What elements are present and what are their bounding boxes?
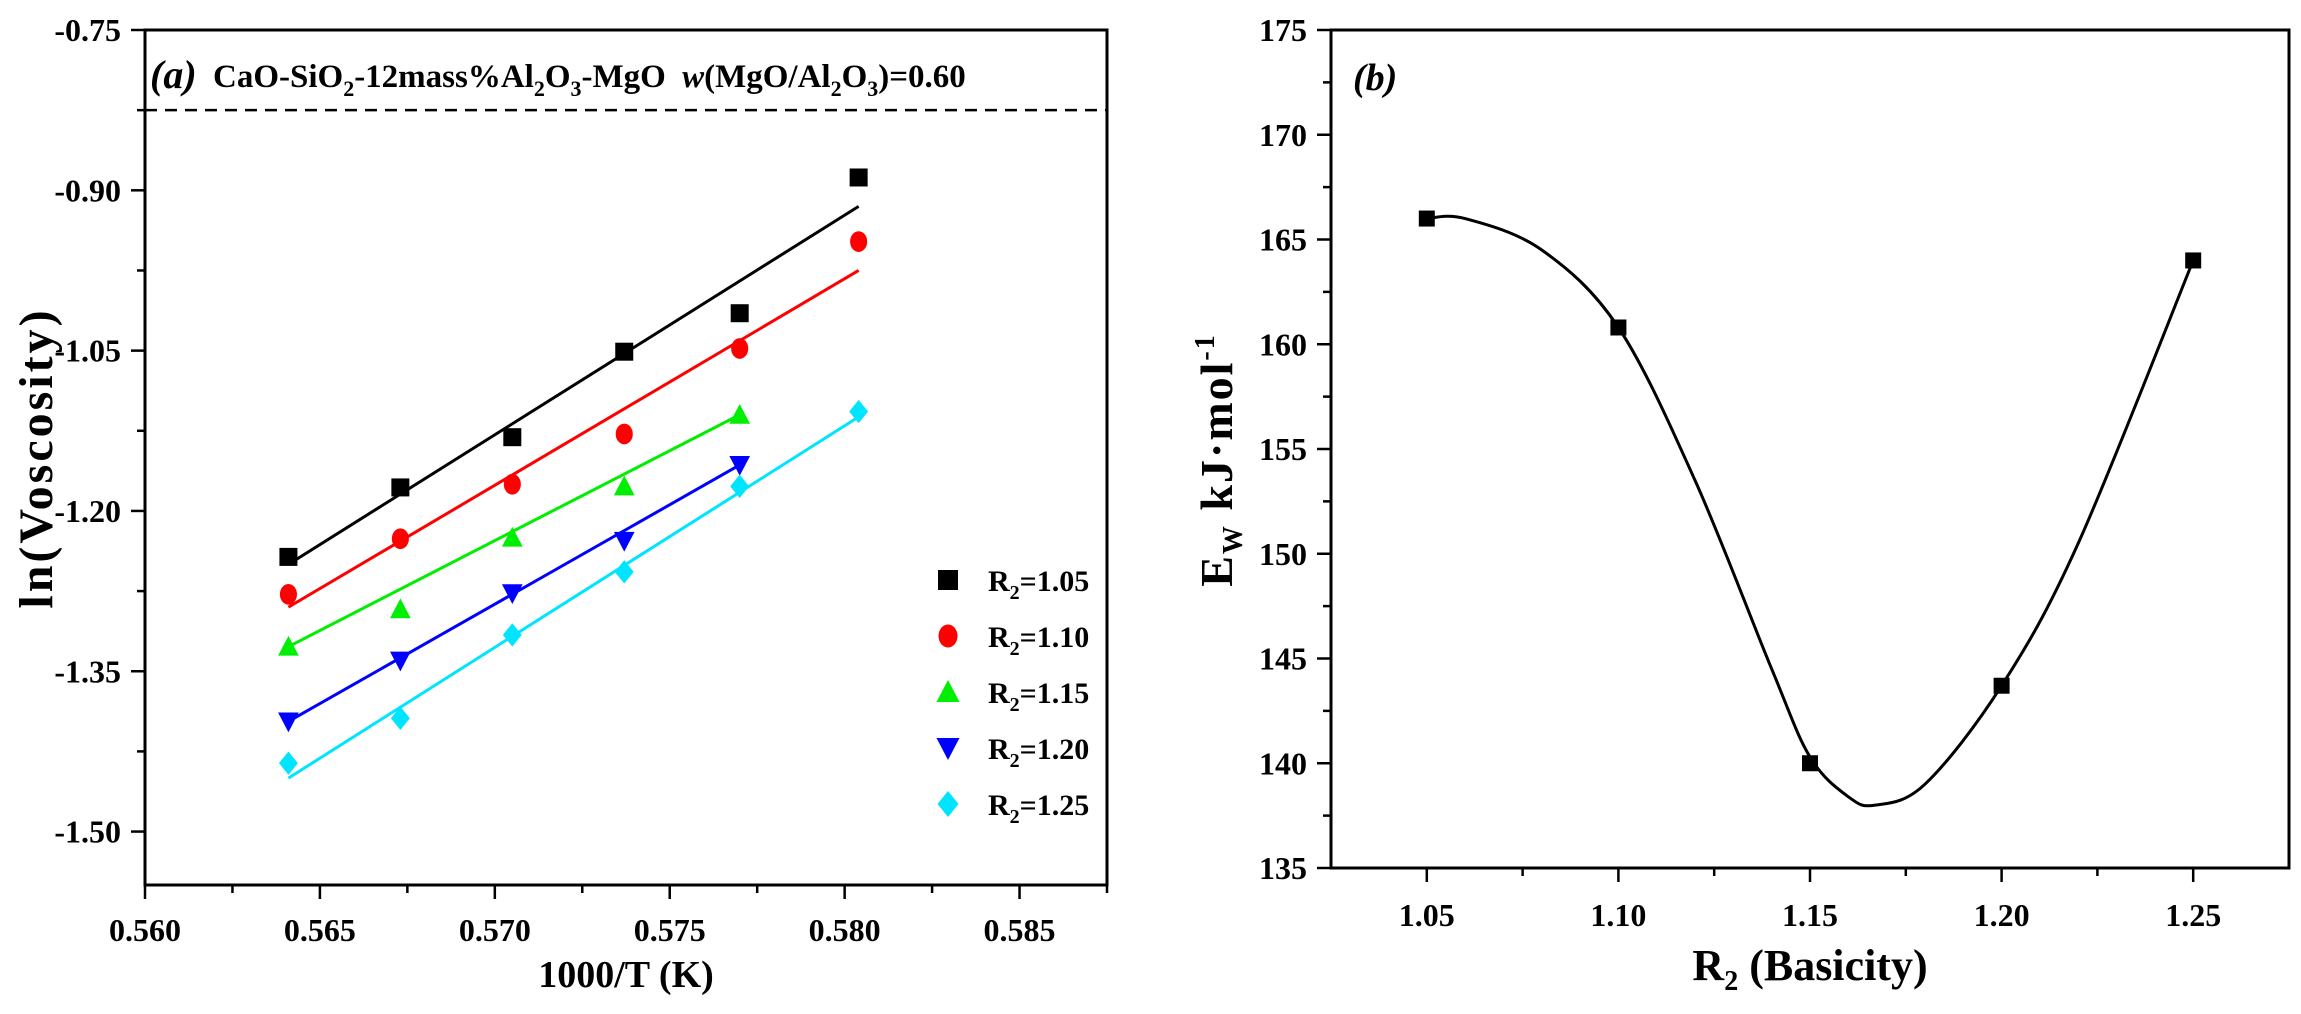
y-tick-label-a: -0.75 xyxy=(54,12,121,48)
y-tick-label-b: 165 xyxy=(1259,222,1307,258)
y-tick-label-a: -1.20 xyxy=(54,493,121,529)
panel-label-a: (a) xyxy=(150,52,197,97)
data-point xyxy=(390,598,411,619)
fit-lines-a xyxy=(287,205,860,780)
data-point xyxy=(613,531,635,552)
y-tick-label-b: 135 xyxy=(1259,850,1307,886)
legend-marker xyxy=(938,624,958,648)
y-tick-label-b: 160 xyxy=(1259,326,1307,362)
x-axis-ticks-a: 0.560 0.565 0.570 0.575 0.580 0.585 xyxy=(109,885,1109,948)
fit-line xyxy=(287,205,860,566)
panel-a: 0.560 0.565 0.570 0.575 0.580 0.585 -0.75 -0.9… xyxy=(10,12,1109,996)
data-point xyxy=(1418,210,1435,227)
data-point xyxy=(730,474,750,499)
data-point xyxy=(849,168,868,187)
data-point xyxy=(391,478,410,497)
data-point xyxy=(613,475,635,496)
data-point xyxy=(2185,252,2202,269)
y-tick-label-b: 170 xyxy=(1259,117,1307,153)
data-point xyxy=(850,231,868,252)
panel-b: 1.05 1.10 1.15 1.20 1.25 1351401451501551601… xyxy=(1190,12,2291,997)
y-axis-label-b: EW kJ·mol-1 xyxy=(1190,333,1249,587)
data-point xyxy=(278,635,299,656)
x-tick-label-b: 1.25 xyxy=(2165,897,2221,933)
data-point xyxy=(391,528,409,550)
data-points-a xyxy=(278,168,869,775)
y-axis-ticks-b: 135 140 145 150 155 160 165 170 175 xyxy=(1259,12,1331,886)
legend-label: R2=1.20 xyxy=(988,733,1089,772)
y-axis-label-a: ln(Voscosity) xyxy=(10,307,63,608)
legend-marker xyxy=(938,570,958,590)
y-tick-label-a: -0.90 xyxy=(54,172,121,208)
data-point xyxy=(501,526,523,547)
fit-line xyxy=(287,269,860,609)
y-tick-label-a: -1.35 xyxy=(54,653,121,689)
x-tick-label-a: 0.575 xyxy=(634,912,706,948)
x-axis-ticks-b: 1.05 1.10 1.15 1.20 1.25 xyxy=(1399,868,2221,933)
x-axis-label-a: 1000/T (K) xyxy=(538,954,714,996)
panel-label-b: (b) xyxy=(1353,57,1397,99)
smooth-curve-b xyxy=(1426,214,2195,808)
data-point xyxy=(729,455,751,476)
fit-line xyxy=(287,415,860,780)
data-point xyxy=(503,428,522,447)
chart-title-a: CaO-SiO2-12mass%Al2O3-MgO w(MgO/Al2O3)=0… xyxy=(213,59,966,101)
legend-a: R2=1.05 R2=1.10 R2=1.15 R2=1.20 R2=1.25 xyxy=(936,565,1089,828)
data-point xyxy=(279,547,298,566)
data-point xyxy=(278,712,299,733)
x-tick-label-a: 0.585 xyxy=(984,912,1056,948)
x-tick-label-a: 0.560 xyxy=(109,912,181,948)
plot-frame-a xyxy=(143,28,1109,887)
data-point xyxy=(501,584,523,605)
x-tick-label-b: 1.15 xyxy=(1782,897,1838,933)
y-axis-ticks-a: -0.75 -0.90 -1.05 -1.20 -1.35 -1.50 xyxy=(54,12,145,850)
y-tick-label-a: -1.05 xyxy=(54,333,121,369)
plot-frame-b xyxy=(1329,28,2291,870)
data-point xyxy=(615,423,633,445)
x-tick-label-a: 0.565 xyxy=(284,912,356,948)
y-tick-label-b: 150 xyxy=(1259,536,1307,572)
data-point xyxy=(390,651,411,672)
legend-marker xyxy=(936,738,960,760)
data-point xyxy=(503,473,521,495)
x-tick-label-a: 0.570 xyxy=(459,912,531,948)
data-points-b xyxy=(1418,210,2202,772)
data-point xyxy=(614,560,634,584)
x-tick-label-b: 1.20 xyxy=(1974,897,2030,933)
data-point xyxy=(615,342,634,361)
y-tick-label-b: 155 xyxy=(1259,431,1307,467)
legend-label: R2=1.10 xyxy=(988,621,1089,660)
x-tick-label-a: 0.580 xyxy=(809,912,881,948)
y-tick-label-b: 175 xyxy=(1259,12,1307,48)
data-point xyxy=(278,751,298,775)
legend-label: R2=1.15 xyxy=(988,677,1089,716)
x-axis-label-b: R2 (Basicity) xyxy=(1692,941,1927,997)
legend-label: R2=1.25 xyxy=(988,789,1089,828)
legend-marker xyxy=(936,680,960,702)
data-point xyxy=(731,338,749,359)
y-tick-label-b: 145 xyxy=(1259,641,1307,677)
data-point xyxy=(502,623,522,647)
data-point xyxy=(1610,319,1627,336)
data-point xyxy=(1993,677,2010,694)
y-tick-label-b: 140 xyxy=(1259,745,1307,781)
data-point xyxy=(729,403,751,424)
legend-label: R2=1.05 xyxy=(988,565,1089,604)
data-point xyxy=(279,583,297,605)
y-tick-label-a: -1.50 xyxy=(54,814,121,850)
data-point xyxy=(390,706,410,730)
data-point xyxy=(730,304,749,323)
data-point xyxy=(1802,755,1818,772)
legend-marker xyxy=(937,791,959,817)
data-point xyxy=(849,399,869,424)
x-tick-label-b: 1.10 xyxy=(1590,897,1646,933)
x-tick-label-b: 1.05 xyxy=(1399,897,1455,933)
